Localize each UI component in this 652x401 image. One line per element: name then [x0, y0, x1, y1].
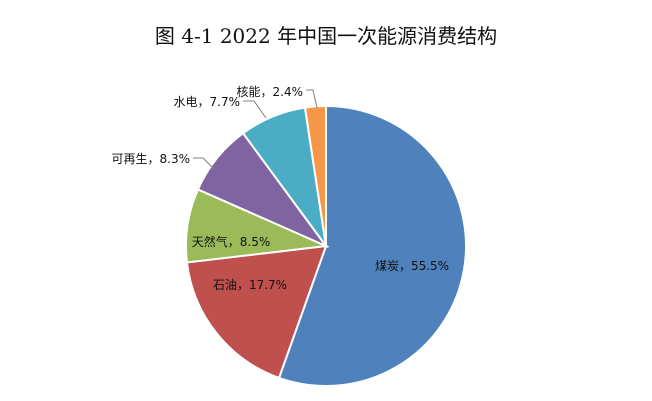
slice-label: 水电，7.7%: [174, 95, 241, 109]
leader-line: [306, 89, 318, 109]
pie-slice: [303, 104, 327, 247]
slice-label: 可再生，8.3%: [112, 152, 191, 166]
pie-slice: [277, 104, 467, 387]
leader-line: [243, 100, 267, 119]
leader-line: [193, 157, 216, 171]
slice-label: 煤炭，55.5%: [375, 259, 449, 273]
chart-title: 图 4-1 2022 年中国一次能源消费结构: [154, 24, 498, 48]
pie-slice: [185, 244, 328, 380]
slice-label: 石油，17.7%: [213, 278, 287, 292]
slice-label: 天然气，8.5%: [192, 234, 271, 249]
slice-label: 核能，2.4%: [237, 85, 304, 99]
